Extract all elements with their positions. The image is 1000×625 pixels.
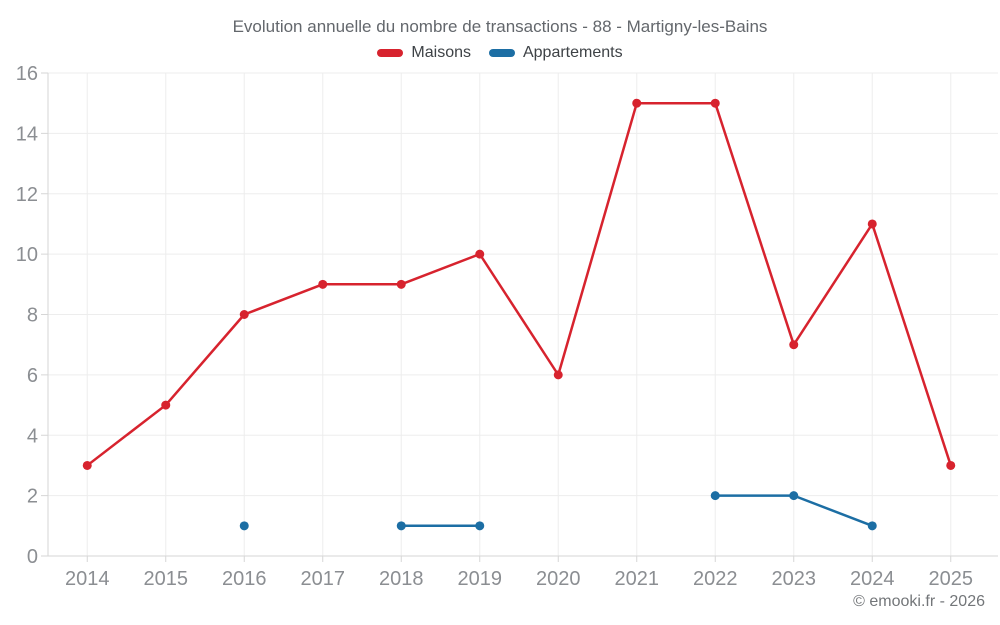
y-axis-label-8: 8 (27, 305, 38, 327)
data-point-maisons-2016[interactable] (239, 310, 249, 319)
x-axis-label-2014: 2014 (65, 568, 110, 590)
y-axis-label-10: 10 (16, 244, 38, 266)
data-point-maisons-2018[interactable] (396, 279, 406, 289)
legend-label-appartements: Appartements (522, 44, 623, 61)
copyright-text: © emooki.fr - 2026 (853, 593, 985, 610)
data-point-appartements-2016[interactable] (239, 521, 249, 531)
data-point-appartements-2023[interactable] (789, 491, 799, 501)
x-axis-label-2021: 2021 (615, 568, 660, 590)
data-point-maisons-2020[interactable] (553, 370, 563, 380)
chart-legend: Maisons Appartements (0, 44, 1000, 62)
data-point-maisons-2022[interactable] (710, 98, 720, 108)
data-point-maisons-2024[interactable] (867, 219, 877, 229)
data-point-maisons-2021[interactable] (632, 98, 642, 108)
x-axis-label-2020: 2020 (536, 568, 581, 590)
data-point-appartements-2019[interactable] (475, 521, 485, 531)
data-point-maisons-2017[interactable] (318, 279, 328, 289)
data-point-maisons-2014[interactable] (82, 460, 92, 470)
x-axis-label-2018: 2018 (379, 568, 424, 590)
data-point-maisons-2025[interactable] (946, 460, 956, 470)
legend-item-appartements[interactable]: Appartements (488, 44, 623, 62)
x-axis-label-2016: 2016 (222, 568, 267, 590)
legend-swatch-maisons (377, 49, 404, 57)
legend-swatch-appartements (488, 49, 515, 57)
y-axis-label-14: 14 (16, 123, 38, 145)
y-axis-label-12: 12 (16, 184, 38, 206)
x-axis-label-2025: 2025 (929, 568, 974, 590)
data-point-appartements-2022[interactable] (710, 491, 720, 501)
x-axis-label-2024: 2024 (850, 568, 895, 590)
x-axis-label-2023: 2023 (772, 568, 817, 590)
x-axis-label-2022: 2022 (693, 568, 738, 590)
data-point-appartements-2018[interactable] (396, 521, 406, 531)
data-point-maisons-2015[interactable] (161, 400, 171, 410)
chart-title: Evolution annuelle du nombre de transact… (232, 17, 768, 36)
legend-item-maisons[interactable]: Maisons (377, 44, 471, 62)
y-axis-label-0: 0 (27, 546, 38, 568)
x-axis-label-2015: 2015 (144, 568, 189, 590)
y-axis-label-6: 6 (27, 365, 38, 387)
data-point-maisons-2019[interactable] (475, 249, 485, 259)
x-axis-label-2019: 2019 (458, 568, 503, 590)
x-axis-label-2017: 2017 (301, 568, 346, 590)
series-line-maisons (86, 101, 952, 467)
data-point-appartements-2024[interactable] (867, 521, 877, 531)
y-axis-label-16: 16 (16, 63, 38, 85)
legend-label-maisons: Maisons (411, 44, 471, 61)
y-axis-label-2: 2 (27, 486, 38, 508)
data-point-maisons-2023[interactable] (789, 340, 799, 350)
y-axis-label-4: 4 (27, 425, 38, 447)
